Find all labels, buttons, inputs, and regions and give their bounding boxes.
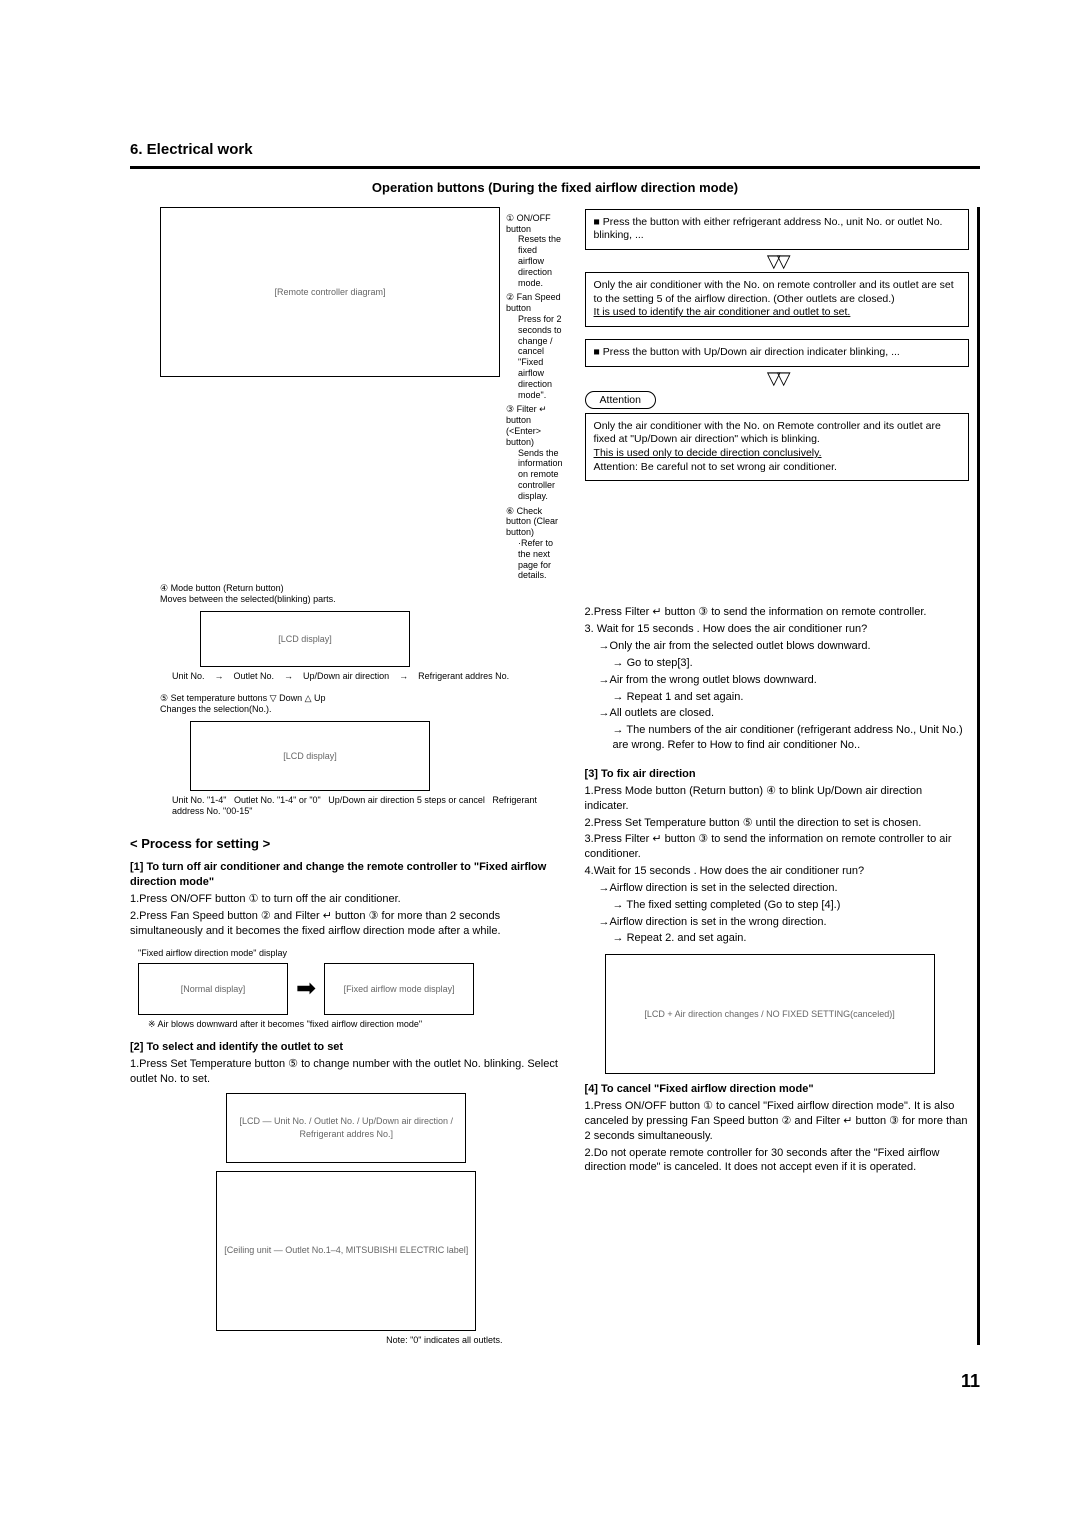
- note-check: ·Refer to the next page for details.: [518, 538, 563, 581]
- legend-unit: Unit No.: [172, 671, 205, 682]
- step3-p2: 2.Press Set Temperature button ⑤ until t…: [585, 816, 969, 831]
- flow-box-1-text: ■ Press the button with either refrigera…: [594, 216, 943, 242]
- legend-air: Up/Down air direction: [303, 671, 389, 682]
- flow-box-3: ■ Press the button with Up/Down air dire…: [585, 339, 969, 367]
- right-p3: 3. Wait for 15 seconds . How does the ai…: [585, 622, 969, 637]
- flow-box-4b: This is used only to decide direction co…: [594, 447, 822, 459]
- step3-p4: 4.Wait for 15 seconds . How does the air…: [585, 864, 969, 879]
- right-b2: →Air from the wrong outlet blows downwar…: [585, 673, 969, 688]
- step1-title: [1] To turn off air conditioner and chan…: [130, 860, 563, 890]
- flow-box-1: ■ Press the button with either refrigera…: [585, 209, 969, 250]
- section-rule: [130, 166, 980, 169]
- legend-ref: Refrigerant addres No.: [418, 671, 509, 682]
- label-settemp: Set temperature buttons ▽ Down △ Up: [171, 693, 326, 703]
- right-b3a: → The numbers of the air conditioner (re…: [585, 723, 969, 753]
- step3-p1: 1.Press Mode button (Return button) ④ to…: [585, 784, 969, 814]
- section-subheading: Operation buttons (During the fixed airf…: [130, 179, 980, 197]
- note-filter: Sends the information on remote controll…: [518, 448, 563, 502]
- step4-p2: 2.Do not operate remote controller for 3…: [585, 1146, 969, 1176]
- step4-p1: 1.Press ON/OFF button ① to cancel "Fixed…: [585, 1099, 969, 1144]
- flow-box-3-text: ■ Press the button with Up/Down air dire…: [594, 346, 900, 358]
- label-mode: Mode button (Return button): [171, 583, 284, 593]
- remote-controller-figure: [Remote controller diagram]: [160, 207, 500, 377]
- settemp-block: ⑤ Set temperature buttons ▽ Down △ Up Ch…: [160, 693, 563, 715]
- right-b2a: → Repeat 1 and set again.: [585, 690, 969, 705]
- attention-pill: Attention: [585, 391, 656, 409]
- display-transition: [Normal display] ➡ [Fixed airflow mode d…: [138, 963, 563, 1015]
- page-number: 11: [130, 1369, 980, 1393]
- flow-box-2: Only the air conditioner with the No. on…: [585, 272, 969, 327]
- step4-title: [4] To cancel "Fixed airflow direction m…: [585, 1082, 969, 1097]
- step2-p1: 1.Press Set Temperature button ⑤ to chan…: [130, 1057, 563, 1087]
- note-settemp: Changes the selection(No.).: [160, 704, 272, 714]
- step3-b1: →Airflow direction is set in the selecte…: [585, 881, 969, 896]
- step3-p3: 3.Press Filter ↵ button ③ to send the in…: [585, 832, 969, 862]
- step2-title: [2] To select and identify the outlet to…: [130, 1040, 563, 1055]
- right-b1a: → Go to step[3].: [585, 656, 969, 671]
- step1-display-label: "Fixed airflow direction mode" display: [138, 948, 563, 959]
- flow-arrow-1: ▽▽: [585, 252, 969, 270]
- display-before: [Normal display]: [138, 963, 288, 1015]
- mode-button-block: ④ Mode button (Return button) Moves betw…: [160, 583, 563, 605]
- note-mode: Moves between the selected(blinking) par…: [160, 594, 336, 604]
- legend2-air: Up/Down air direction 5 steps or cancel: [328, 795, 485, 805]
- mode-lcd-legend: Unit No. → Outlet No. → Up/Down air dire…: [172, 671, 563, 682]
- flow-diagram: ■ Press the button with either refrigera…: [585, 209, 969, 482]
- right-p2: 2.Press Filter ↵ button ③ to send the in…: [585, 605, 969, 620]
- display-after: [Fixed airflow mode display]: [324, 963, 474, 1015]
- step3-b2a: → Repeat 2. and set again.: [585, 931, 969, 946]
- process-heading: < Process for setting >: [130, 835, 563, 853]
- flow-box-4: Only the air conditioner with the No. on…: [585, 413, 969, 482]
- step1-p2: 2.Press Fan Speed button ② and Filter ↵ …: [130, 909, 563, 939]
- legend2-outlet: Outlet No. "1-4" or "0": [234, 795, 321, 805]
- right-b3: →All outlets are closed.: [585, 706, 969, 721]
- arrow-right-icon: ➡: [296, 973, 316, 1005]
- step2-lcd-figure: [LCD — Unit No. / Outlet No. / Up/Down a…: [226, 1093, 466, 1163]
- air-direction-figure: [LCD + Air direction changes / NO FIXED …: [605, 954, 935, 1074]
- flow-box-4c: Attention: Be careful not to set wrong a…: [594, 461, 960, 475]
- left-column: [Remote controller diagram] ① ON/OFF but…: [130, 207, 563, 1346]
- two-column-layout: [Remote controller diagram] ① ON/OFF but…: [130, 207, 980, 1346]
- section-heading: 6. Electrical work: [130, 140, 980, 160]
- step1-p1: 1.Press ON/OFF button ① to turn off the …: [130, 892, 563, 907]
- label-fan: Fan Speed button: [506, 292, 561, 313]
- step3-b2: →Airflow direction is set in the wrong d…: [585, 915, 969, 930]
- outlet-layout-figure: [Ceiling unit — Outlet No.1–4, MITSUBISH…: [216, 1171, 476, 1331]
- step3-b1a: → The fixed setting completed (Go to ste…: [585, 898, 969, 913]
- right-column: ■ Press the button with either refrigera…: [585, 207, 980, 1346]
- label-check: Check button (Clear button): [506, 506, 558, 538]
- note-fan: Press for 2 seconds to change / cancel "…: [518, 314, 563, 400]
- remote-callouts: ① ON/OFF button Resets the fixed airflow…: [506, 207, 563, 581]
- step1-note: ※ Air blows downward after it becomes "f…: [148, 1019, 563, 1030]
- mode-lcd-figure: [LCD display]: [200, 611, 410, 667]
- settemp-lcd-figure: [LCD display]: [190, 721, 430, 791]
- flow-box-4a: Only the air conditioner with the No. on…: [594, 420, 960, 447]
- legend2-unit: Unit No. "1-4": [172, 795, 226, 805]
- settemp-lcd-legend: Unit No. "1-4" Outlet No. "1-4" or "0" U…: [172, 795, 563, 817]
- flow-arrow-2: ▽▽: [585, 369, 969, 387]
- step3-title: [3] To fix air direction: [585, 767, 969, 782]
- note-onoff: Resets the fixed airflow direction mode.: [518, 234, 563, 288]
- flow-box-2a: Only the air conditioner with the No. on…: [594, 279, 960, 306]
- legend-outlet: Outlet No.: [234, 671, 275, 682]
- flow-box-2b: It is used to identify the air condition…: [594, 306, 851, 318]
- outlet-zero-note: Note: "0" indicates all outlets.: [130, 1335, 503, 1346]
- right-b1: →Only the air from the selected outlet b…: [585, 639, 969, 654]
